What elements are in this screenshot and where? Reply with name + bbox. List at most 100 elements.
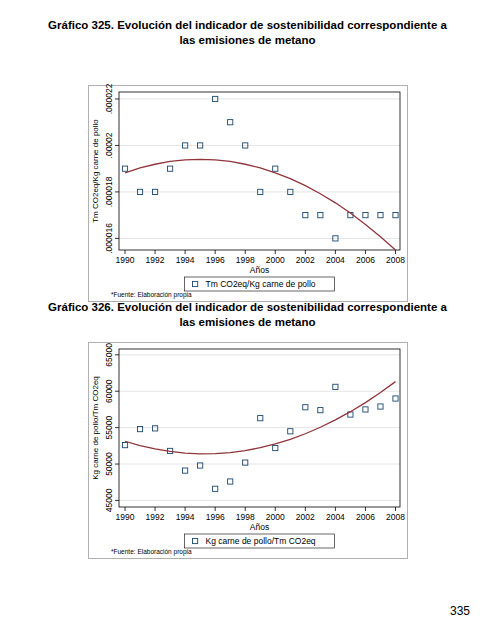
- point: [318, 213, 323, 218]
- point: [228, 120, 233, 125]
- point: [378, 213, 383, 218]
- grid-line: [119, 98, 400, 99]
- x-tick: [155, 250, 156, 254]
- x-tick: [395, 507, 396, 511]
- point: [303, 213, 308, 218]
- x-tick-label: 2000: [266, 255, 285, 265]
- x-tick-label: 1992: [146, 512, 165, 522]
- point: [198, 143, 203, 148]
- fit-line: [125, 382, 395, 454]
- x-tick-label: 1998: [236, 512, 255, 522]
- chart-background: [89, 343, 408, 559]
- x-tick-label: 1998: [236, 255, 255, 265]
- point: [333, 384, 338, 389]
- y-axis-title: Kg carne de pollo/Tm CO2eq: [91, 376, 100, 480]
- x-tick-label: 2008: [386, 255, 405, 265]
- x-tick: [185, 507, 186, 511]
- y-tick-label: 65000: [104, 343, 114, 367]
- page-number: 335: [430, 604, 470, 618]
- y-tick-label: 50000: [104, 452, 114, 476]
- x-tick: [335, 250, 336, 254]
- x-tick: [365, 250, 366, 254]
- x-tick: [365, 507, 366, 511]
- x-tick-label: 1994: [176, 255, 195, 265]
- x-tick: [245, 250, 246, 254]
- x-tick: [215, 507, 216, 511]
- x-tick-label: 2006: [356, 255, 375, 265]
- point: [393, 213, 398, 218]
- point: [122, 443, 127, 448]
- grid-line: [119, 145, 400, 146]
- y-tick-label: .000016: [104, 223, 114, 254]
- x-tick-label: 2000: [266, 512, 285, 522]
- x-axis-title: Años: [250, 522, 269, 532]
- plot-frame: [119, 349, 400, 507]
- point: [137, 426, 142, 431]
- x-tick: [305, 250, 306, 254]
- plot-marks: [122, 96, 398, 250]
- point: [393, 396, 398, 401]
- y-tick-label: 45000: [104, 488, 114, 512]
- point: [363, 407, 368, 412]
- x-tick: [275, 507, 276, 511]
- legend-key: [193, 538, 198, 543]
- point: [258, 416, 263, 421]
- point: [228, 479, 233, 484]
- point: [363, 213, 368, 218]
- x-tick-label: 2002: [296, 512, 315, 522]
- point: [137, 189, 142, 194]
- chart-background: [89, 86, 408, 302]
- point: [152, 189, 157, 194]
- x-tick: [125, 507, 126, 511]
- x-tick-label: 2006: [356, 512, 375, 522]
- x-tick: [215, 250, 216, 254]
- y-tick-label: 60000: [104, 379, 114, 403]
- y-axis-title: Tm CO2eq/Kg carne de pollo: [91, 119, 100, 223]
- plot-marks: [122, 382, 398, 492]
- point: [273, 166, 278, 171]
- grid-line: [119, 354, 400, 355]
- y-tick-label: 55000: [104, 416, 114, 440]
- y-tick-label: .000022: [104, 83, 114, 114]
- point: [333, 236, 338, 241]
- grid-line: [119, 427, 400, 428]
- plot-frame: [119, 92, 400, 250]
- y-tick-label: .00002: [104, 132, 114, 158]
- plot-background: [119, 349, 400, 507]
- grid-line: [119, 238, 400, 239]
- x-tick-label: 2002: [296, 255, 315, 265]
- point: [183, 468, 188, 473]
- x-tick-label: 1990: [116, 255, 135, 265]
- chart: .000016.000018.00002.0000221990199219941…: [88, 85, 408, 302]
- y-tick: [115, 354, 119, 355]
- point: [273, 445, 278, 450]
- x-tick-label: 1994: [176, 512, 195, 522]
- x-tick: [335, 507, 336, 511]
- legend-key: [193, 281, 198, 286]
- x-tick: [305, 507, 306, 511]
- grid-line: [119, 500, 400, 501]
- x-tick-label: 1996: [206, 512, 225, 522]
- point: [122, 166, 127, 171]
- point: [288, 429, 293, 434]
- x-tick: [185, 250, 186, 254]
- chart-title: Gráfico 326. Evolución del indicador de …: [40, 300, 455, 330]
- x-tick-label: 1992: [146, 255, 165, 265]
- point: [318, 408, 323, 413]
- x-tick: [395, 250, 396, 254]
- legend: Tm CO2eq/Kg carne de pollo: [185, 277, 335, 291]
- point: [213, 96, 218, 101]
- y-tick: [115, 191, 119, 192]
- point: [243, 460, 248, 465]
- grid-line: [119, 464, 400, 465]
- point: [183, 143, 188, 148]
- x-tick-label: 2004: [326, 255, 345, 265]
- point: [198, 463, 203, 468]
- x-tick-label: 1990: [116, 512, 135, 522]
- grid-line: [119, 191, 400, 192]
- chart-title: Gráfico 325. Evolución del indicador de …: [40, 18, 455, 48]
- x-tick: [275, 250, 276, 254]
- x-tick-label: 2008: [386, 512, 405, 522]
- y-tick: [115, 427, 119, 428]
- x-tick-label: 2004: [326, 512, 345, 522]
